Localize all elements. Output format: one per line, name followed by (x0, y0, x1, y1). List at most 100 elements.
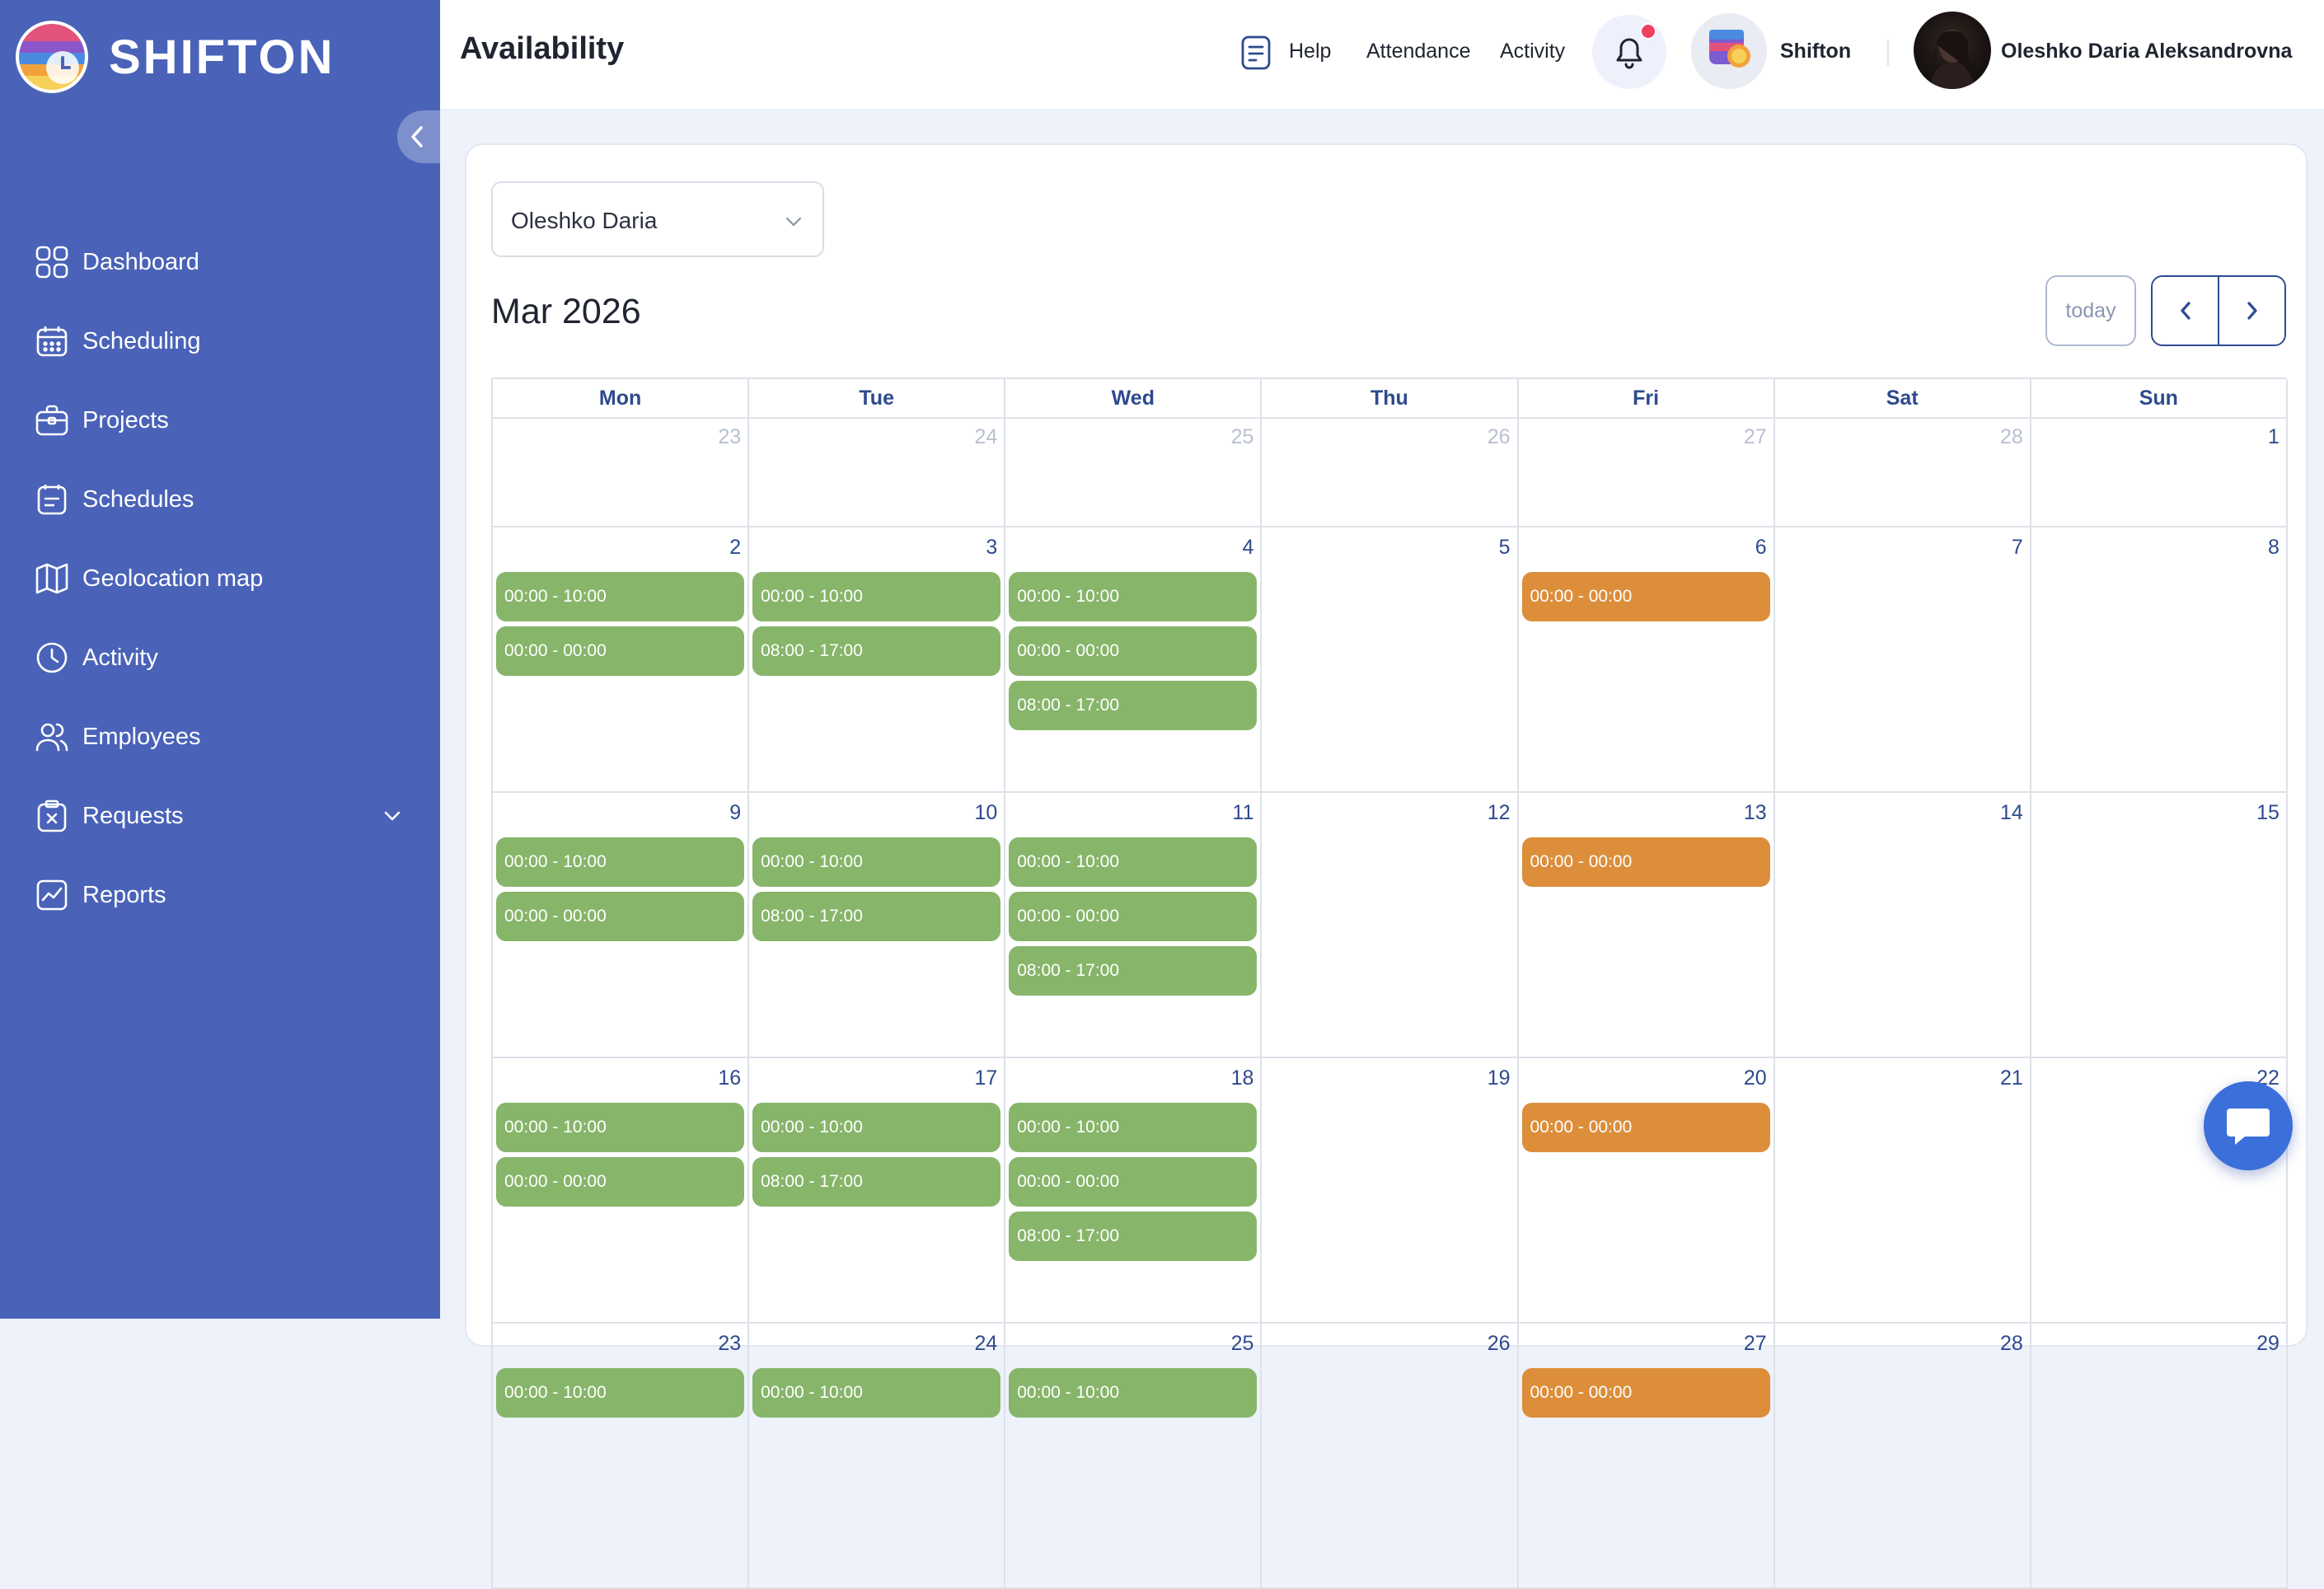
company-avatar[interactable] (1691, 13, 1767, 89)
user-name[interactable]: Oleshko Daria Aleksandrovna (2001, 40, 2293, 63)
sidebar-item-requests[interactable]: Requests (0, 776, 440, 855)
calendar-day-cell[interactable]: 27 (1518, 417, 1775, 527)
day-number[interactable]: 23 (718, 425, 742, 448)
availability-event[interactable]: 00:00 - 10:00 (496, 837, 745, 887)
availability-event[interactable]: 00:00 - 00:00 (1521, 1368, 1770, 1418)
day-number[interactable]: 8 (2267, 536, 2279, 559)
calendar-day-cell[interactable]: 3 00:00 - 10:00 08:00 - 17:00 (749, 527, 1006, 793)
availability-event[interactable]: 00:00 - 10:00 (1009, 1368, 1258, 1418)
calendar-day-cell[interactable]: 28 (1774, 417, 2031, 527)
day-number[interactable]: 21 (1999, 1066, 2023, 1090)
calendar-day-cell[interactable]: 15 (2031, 793, 2288, 1058)
today-button[interactable]: today (2045, 275, 2136, 346)
availability-event[interactable]: 00:00 - 00:00 (1521, 837, 1770, 887)
day-number[interactable]: 15 (2256, 801, 2279, 824)
availability-event[interactable]: 00:00 - 10:00 (496, 1103, 745, 1152)
calendar-day-cell[interactable]: 25 (1005, 417, 1263, 527)
calendar-day-cell[interactable]: 21 (1774, 1058, 2031, 1324)
day-number[interactable]: 1 (2267, 425, 2279, 448)
day-number[interactable]: 19 (1487, 1066, 1511, 1090)
day-number[interactable]: 16 (718, 1066, 742, 1090)
day-number[interactable]: 14 (1999, 801, 2023, 824)
day-number[interactable]: 18 (1230, 1066, 1254, 1090)
prev-month-button[interactable] (2153, 277, 2218, 345)
calendar-day-cell[interactable]: 28 (1774, 1324, 2031, 1589)
calendar-day-cell[interactable]: 24 (749, 417, 1006, 527)
sidebar-item-dashboard[interactable]: Dashboard (0, 223, 440, 302)
calendar-day-cell[interactable]: 19 (1262, 1058, 1519, 1324)
availability-event[interactable]: 00:00 - 00:00 (1521, 1103, 1770, 1152)
help-book-icon[interactable] (1239, 35, 1272, 71)
calendar-day-cell[interactable]: 4 00:00 - 10:00 00:00 - 00:00 08:00 - 17:00 (1005, 527, 1263, 793)
sidebar-item-reports[interactable]: Reports (0, 855, 440, 935)
availability-event[interactable]: 00:00 - 00:00 (1009, 626, 1258, 676)
company-name[interactable]: Shifton (1780, 40, 1852, 63)
calendar-day-cell[interactable]: 29 (2031, 1324, 2288, 1589)
availability-event[interactable]: 08:00 - 17:00 (1009, 681, 1258, 730)
day-number[interactable]: 28 (1999, 1332, 2023, 1355)
availability-event[interactable]: 08:00 - 17:00 (752, 1157, 1001, 1207)
sidebar-item-activity[interactable]: Activity (0, 618, 440, 697)
calendar-day-cell[interactable]: 10 00:00 - 10:00 08:00 - 17:00 (749, 793, 1006, 1058)
availability-event[interactable]: 00:00 - 10:00 (752, 572, 1001, 621)
sidebar-item-employees[interactable]: Employees (0, 697, 440, 776)
calendar-day-cell[interactable]: 26 (1262, 1324, 1519, 1589)
calendar-day-cell[interactable]: 16 00:00 - 10:00 00:00 - 00:00 (493, 1058, 750, 1324)
day-number[interactable]: 13 (1743, 801, 1767, 824)
chat-button[interactable] (2204, 1081, 2293, 1170)
day-number[interactable]: 9 (729, 801, 742, 824)
calendar-day-cell[interactable]: 13 00:00 - 00:00 (1518, 793, 1775, 1058)
next-month-button[interactable] (2218, 277, 2284, 345)
day-number[interactable]: 27 (1743, 425, 1767, 448)
calendar-day-cell[interactable]: 25 00:00 - 10:00 (1005, 1324, 1263, 1589)
day-number[interactable]: 3 (986, 536, 998, 559)
availability-event[interactable]: 00:00 - 00:00 (496, 1157, 745, 1207)
calendar-day-cell[interactable]: 5 (1262, 527, 1519, 793)
day-number[interactable]: 26 (1487, 425, 1511, 448)
day-number[interactable]: 24 (974, 1332, 998, 1355)
day-number[interactable]: 20 (1743, 1066, 1767, 1090)
availability-event[interactable]: 00:00 - 10:00 (752, 1368, 1001, 1418)
calendar-day-cell[interactable]: 14 (1774, 793, 2031, 1058)
calendar-day-cell[interactable]: 17 00:00 - 10:00 08:00 - 17:00 (749, 1058, 1006, 1324)
sidebar-item-schedules[interactable]: Schedules (0, 460, 440, 539)
availability-event[interactable]: 00:00 - 00:00 (496, 892, 745, 941)
availability-event[interactable]: 08:00 - 17:00 (752, 892, 1001, 941)
availability-event[interactable]: 08:00 - 17:00 (1009, 946, 1258, 996)
calendar-day-cell[interactable]: 11 00:00 - 10:00 00:00 - 00:00 08:00 - 17:0… (1005, 793, 1263, 1058)
availability-event[interactable]: 00:00 - 10:00 (1009, 1103, 1258, 1152)
availability-event[interactable]: 00:00 - 10:00 (1009, 837, 1258, 887)
calendar-day-cell[interactable]: 27 00:00 - 00:00 (1518, 1324, 1775, 1589)
calendar-day-cell[interactable]: 26 (1262, 417, 1519, 527)
sidebar-item-geolocation-map[interactable]: Geolocation map (0, 539, 440, 618)
calendar-day-cell[interactable]: 24 00:00 - 10:00 (749, 1324, 1006, 1589)
sidebar-item-projects[interactable]: Projects (0, 381, 440, 460)
availability-event[interactable]: 00:00 - 00:00 (496, 626, 745, 676)
day-number[interactable]: 6 (1755, 536, 1767, 559)
attendance-link[interactable]: Attendance (1366, 40, 1471, 63)
availability-event[interactable]: 00:00 - 10:00 (496, 572, 745, 621)
logo[interactable]: SHIFTON (15, 20, 335, 94)
sidebar-item-scheduling[interactable]: Scheduling (0, 302, 440, 381)
day-number[interactable]: 2 (729, 536, 742, 559)
calendar-day-cell[interactable]: 7 (1774, 527, 2031, 793)
day-number[interactable]: 23 (718, 1332, 742, 1355)
collapse-sidebar-button[interactable] (397, 110, 440, 163)
day-number[interactable]: 11 (1232, 801, 1254, 824)
day-number[interactable]: 10 (974, 801, 998, 824)
availability-event[interactable]: 00:00 - 10:00 (1009, 572, 1258, 621)
notifications-button[interactable] (1592, 15, 1666, 89)
day-number[interactable]: 29 (2256, 1332, 2279, 1355)
availability-event[interactable]: 00:00 - 10:00 (752, 837, 1001, 887)
day-number[interactable]: 12 (1487, 801, 1511, 824)
day-number[interactable]: 5 (1498, 536, 1511, 559)
calendar-day-cell[interactable]: 12 (1262, 793, 1519, 1058)
chevron-down-icon[interactable] (381, 806, 404, 826)
availability-event[interactable]: 00:00 - 10:00 (496, 1368, 745, 1418)
day-number[interactable]: 24 (974, 425, 998, 448)
calendar-day-cell[interactable]: 18 00:00 - 10:00 00:00 - 00:00 08:00 - 17:0… (1005, 1058, 1263, 1324)
calendar-day-cell[interactable]: 23 (493, 417, 750, 527)
availability-event[interactable]: 00:00 - 00:00 (1009, 892, 1258, 941)
day-number[interactable]: 17 (974, 1066, 998, 1090)
availability-event[interactable]: 00:00 - 00:00 (1521, 572, 1770, 621)
